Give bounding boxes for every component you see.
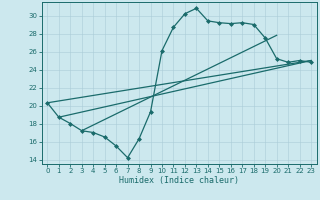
X-axis label: Humidex (Indice chaleur): Humidex (Indice chaleur) <box>119 176 239 185</box>
